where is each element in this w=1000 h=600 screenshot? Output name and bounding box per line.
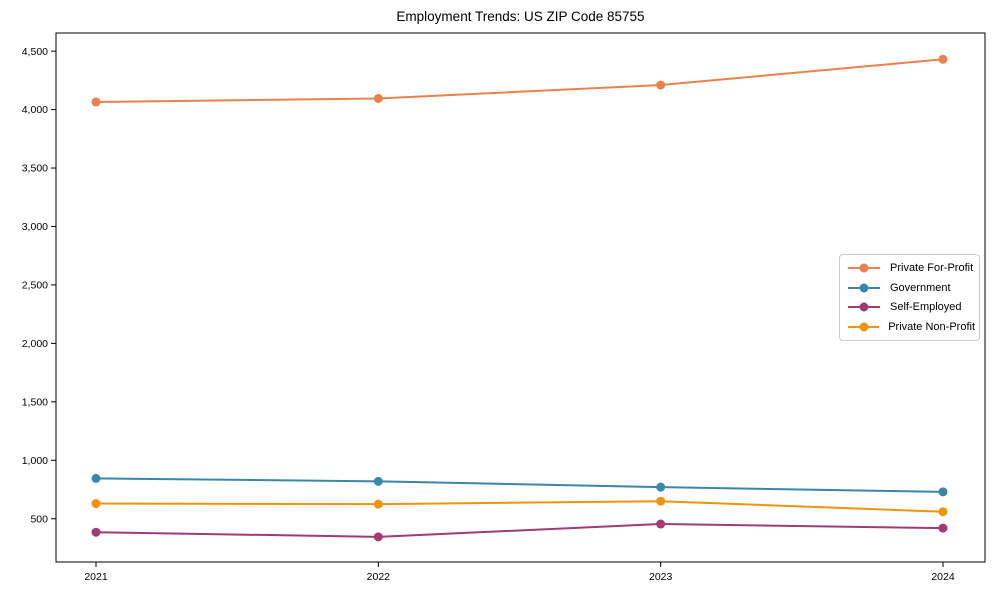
chart-title: Employment Trends: US ZIP Code 85755 bbox=[396, 9, 645, 24]
legend-swatch-icon bbox=[848, 322, 880, 332]
data-point-private-for-profit-2023 bbox=[656, 80, 666, 90]
data-point-self-employed-2023 bbox=[656, 519, 666, 529]
legend-swatch-icon bbox=[848, 283, 880, 293]
data-point-private-for-profit-2022 bbox=[373, 93, 383, 103]
legend-entry-private-non-profit: Private Non-Profit bbox=[847, 317, 975, 337]
series-line-government bbox=[95, 477, 944, 493]
legend-swatch-icon bbox=[848, 302, 880, 312]
y-axis-tick-label: 1,500 bbox=[22, 397, 48, 409]
y-axis-tick-label: 3,000 bbox=[22, 221, 48, 233]
x-axis-tick-label: 2023 bbox=[649, 571, 673, 583]
legend-entry-private-for-profit: Private For-Profit bbox=[847, 258, 975, 278]
series-line-private-non-profit bbox=[95, 500, 944, 513]
plot-frame bbox=[55, 32, 986, 563]
y-axis-tick-label: 2,000 bbox=[22, 338, 48, 350]
y-axis-tick-label: 4,500 bbox=[22, 46, 48, 58]
data-point-private-for-profit-2024 bbox=[938, 54, 948, 64]
data-point-private-for-profit-2021 bbox=[91, 97, 101, 107]
legend-entry-government: Government bbox=[847, 278, 975, 298]
legend-entry-self-employed: Self-Employed bbox=[847, 298, 975, 318]
legend-label: Self-Employed bbox=[890, 301, 962, 314]
y-axis-tick-label: 4,000 bbox=[22, 104, 48, 116]
data-point-private-non-profit-2022 bbox=[373, 499, 383, 509]
y-axis-tick-label: 3,500 bbox=[22, 163, 48, 175]
legend-swatch-icon bbox=[848, 263, 880, 273]
x-axis-tick-label: 2022 bbox=[367, 571, 391, 583]
data-point-government-2024 bbox=[938, 487, 948, 497]
legend-label: Private Non-Profit bbox=[888, 321, 975, 334]
x-axis-tick-label: 2021 bbox=[84, 571, 108, 583]
legend-label: Private For-Profit bbox=[890, 261, 974, 274]
series-line-private-for-profit bbox=[95, 58, 944, 103]
legend-label: Government bbox=[890, 281, 951, 294]
data-point-self-employed-2022 bbox=[373, 532, 383, 542]
x-axis-tick-label: 2024 bbox=[931, 571, 955, 583]
data-point-private-non-profit-2023 bbox=[656, 496, 666, 506]
data-point-government-2021 bbox=[91, 473, 101, 483]
data-point-government-2023 bbox=[656, 482, 666, 492]
y-axis-tick-label: 1,000 bbox=[22, 455, 48, 467]
data-point-self-employed-2024 bbox=[938, 523, 948, 533]
y-axis-tick-label: 500 bbox=[30, 513, 48, 525]
data-point-private-non-profit-2024 bbox=[938, 507, 948, 517]
y-axis-tick-label: 2,500 bbox=[22, 280, 48, 292]
data-point-self-employed-2021 bbox=[91, 527, 101, 537]
series-line-self-employed bbox=[95, 523, 944, 538]
data-point-private-non-profit-2021 bbox=[91, 499, 101, 509]
legend: Private For-Profit Government Self-Employe… bbox=[839, 254, 980, 341]
data-point-government-2022 bbox=[373, 476, 383, 486]
